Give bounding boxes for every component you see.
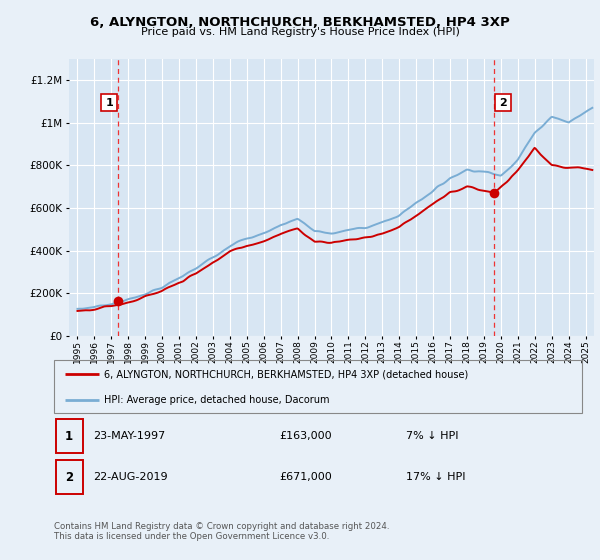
Text: £163,000: £163,000 (279, 431, 331, 441)
Text: 7% ↓ HPI: 7% ↓ HPI (406, 431, 458, 441)
Text: 1: 1 (105, 97, 113, 108)
Text: 6, ALYNGTON, NORTHCHURCH, BERKHAMSTED, HP4 3XP (detached house): 6, ALYNGTON, NORTHCHURCH, BERKHAMSTED, H… (104, 370, 469, 380)
Text: 1: 1 (65, 430, 73, 443)
Text: HPI: Average price, detached house, Dacorum: HPI: Average price, detached house, Daco… (104, 395, 329, 405)
Text: 22-AUG-2019: 22-AUG-2019 (93, 472, 167, 482)
Text: Price paid vs. HM Land Registry's House Price Index (HPI): Price paid vs. HM Land Registry's House … (140, 27, 460, 37)
Text: 2: 2 (499, 97, 507, 108)
Text: 17% ↓ HPI: 17% ↓ HPI (406, 472, 466, 482)
Text: 6, ALYNGTON, NORTHCHURCH, BERKHAMSTED, HP4 3XP: 6, ALYNGTON, NORTHCHURCH, BERKHAMSTED, H… (90, 16, 510, 29)
Text: £671,000: £671,000 (279, 472, 332, 482)
Text: Contains HM Land Registry data © Crown copyright and database right 2024.
This d: Contains HM Land Registry data © Crown c… (54, 522, 389, 542)
Text: 23-MAY-1997: 23-MAY-1997 (93, 431, 165, 441)
Bar (56, 419, 83, 453)
Text: 2: 2 (65, 470, 73, 484)
Bar (56, 460, 83, 494)
